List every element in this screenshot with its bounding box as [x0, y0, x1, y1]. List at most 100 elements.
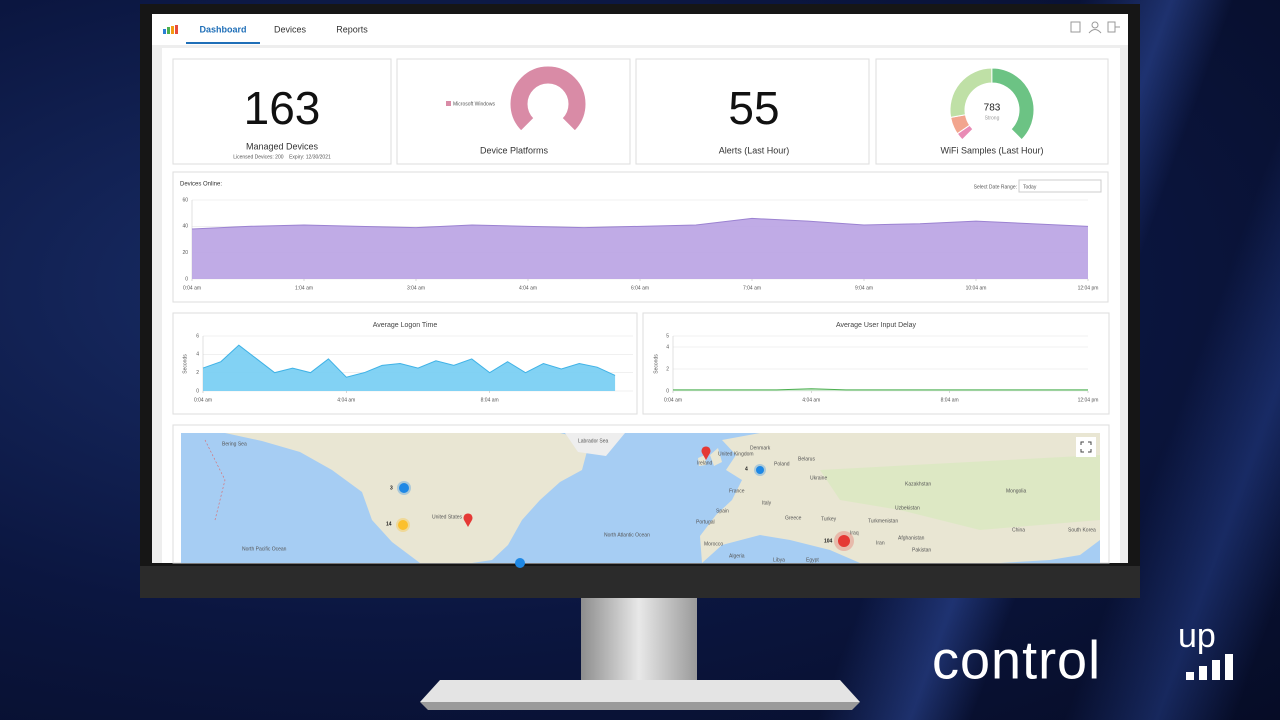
kpi-label: Alerts (Last Hour): [719, 145, 790, 155]
y-tick-label: 6: [196, 333, 199, 339]
gauge-total: 783: [984, 103, 1001, 114]
map-label: Iran: [876, 540, 885, 546]
map-label: Denmark: [750, 445, 771, 451]
app-logo: [163, 25, 178, 34]
y-tick-label: 0: [185, 276, 188, 282]
legend-label: Microsoft Windows: [453, 101, 495, 107]
x-tick-label: 4:04 am: [519, 285, 537, 291]
y-tick-label: 20: [182, 250, 188, 256]
card-title: Device Platforms: [480, 145, 549, 155]
y-tick-label: 2: [666, 366, 669, 372]
area: [203, 345, 616, 391]
stand-base: [420, 680, 860, 702]
map-label: Kazakhstan: [905, 481, 931, 487]
map-label: Italy: [762, 500, 772, 506]
map-label: Uzbekistan: [895, 505, 920, 511]
cluster-count: 3: [390, 485, 393, 491]
map-label: Ukraine: [810, 475, 827, 481]
x-tick-label: 4:04 am: [802, 397, 820, 403]
map-label: North Atlantic Ocean: [604, 532, 650, 538]
line: [202, 344, 616, 378]
nav-tab[interactable]: Devices: [274, 24, 307, 34]
map-label: Libya: [773, 557, 785, 563]
cluster-count: 104: [824, 538, 833, 544]
map-label: Labrador Sea: [578, 438, 609, 444]
chart-title: Average User Input Delay: [836, 322, 917, 329]
map-label: Bering Sea: [222, 441, 247, 447]
map-label: United States: [432, 514, 463, 520]
line: [673, 388, 1088, 391]
x-tick-label: 12:04 pm: [1078, 285, 1099, 291]
nav-tab[interactable]: Dashboard: [199, 24, 246, 34]
x-tick-label: 6:04 am: [631, 285, 649, 291]
x-tick-label: 8:04 am: [481, 397, 499, 403]
header-icons[interactable]: [1070, 21, 1120, 34]
gauge-segment: [509, 65, 587, 132]
cluster-count: 4: [745, 466, 748, 472]
map-markers[interactable]: [396, 446, 854, 568]
x-tick-label: 12:04 pm: [1078, 397, 1099, 403]
x-tick-label: 1:04 am: [295, 285, 313, 291]
x-tick-label: 0:04 am: [664, 397, 682, 403]
map-label: Algeria: [729, 553, 745, 559]
map-label: Egypt: [806, 557, 819, 563]
area: [192, 218, 1088, 279]
y-tick-label: 4: [196, 352, 199, 358]
date-range-select[interactable]: [1018, 179, 1102, 193]
chin: [140, 566, 1140, 598]
x-tick-label: 8:04 am: [941, 397, 959, 403]
chart-title: Devices Online:: [180, 182, 222, 188]
stand-edge: [420, 702, 860, 710]
kpi-value: 55: [728, 82, 779, 134]
x-tick-label: 0:04 am: [183, 285, 201, 291]
gauge-segment: [991, 67, 1035, 141]
map-label: Turkmenistan: [868, 518, 898, 524]
x-tick-label: 4:04 am: [337, 397, 355, 403]
map-label: Portugal: [696, 519, 715, 525]
brand-word: control: [932, 630, 1101, 690]
date-range-label: Select Date Range:: [974, 184, 1017, 190]
legend-swatch: [446, 101, 451, 106]
y-tick-label: 40: [182, 224, 188, 230]
map-labels: Bering Sea Labrador Sea North Pacific Oc…: [222, 438, 1096, 563]
map-label: Mongolia: [1006, 488, 1027, 494]
x-tick-label: 0:04 am: [194, 397, 212, 403]
y-tick-label: 0: [196, 388, 199, 394]
cluster-count: 14: [386, 521, 392, 527]
map-label: Afghanistan: [898, 535, 925, 541]
fullscreen-button[interactable]: [1076, 437, 1096, 457]
map-label: Spain: [716, 508, 729, 514]
gauge-label: Strong: [985, 115, 1000, 121]
map-label: Turkey: [821, 516, 837, 522]
map-label: China: [1012, 527, 1025, 533]
kpi-value: 163: [244, 82, 321, 134]
map-label: Iraq: [850, 530, 859, 536]
date-range-value[interactable]: Today: [1023, 184, 1037, 190]
nav-tab[interactable]: Reports: [336, 24, 368, 34]
map-label: United Kingdom: [718, 451, 754, 457]
chart-title: Average Logon Time: [373, 322, 438, 329]
y-tick-label: 2: [196, 370, 199, 376]
top-bar: [152, 14, 1128, 45]
y-tick-label: 0: [666, 388, 669, 394]
x-tick-label: 7:04 am: [743, 285, 761, 291]
map-label: Belarus: [798, 456, 815, 462]
brand-bars: [1186, 654, 1233, 680]
map[interactable]: [181, 433, 1100, 563]
card-title: WiFi Samples (Last Hour): [940, 145, 1043, 155]
y-axis-label: Seconds: [653, 354, 659, 374]
x-tick-label: 9:04 am: [855, 285, 873, 291]
y-axis-label: Seconds: [182, 354, 188, 374]
y-tick-label: 4: [666, 344, 669, 350]
map-label: Morocco: [704, 541, 723, 547]
map-label: France: [729, 488, 745, 494]
brand-super: up: [1178, 617, 1216, 655]
y-tick-label: 5: [666, 333, 669, 339]
y-tick-label: 60: [182, 197, 188, 203]
kpi-note: Licensed Devices: 200 Expiry: 12/30/2021: [233, 154, 331, 160]
map-label: South Korea: [1068, 527, 1096, 533]
x-tick-label: 3:04 am: [407, 285, 425, 291]
kpi-label: Managed Devices: [246, 141, 319, 151]
active-tab-indicator: [186, 42, 260, 44]
